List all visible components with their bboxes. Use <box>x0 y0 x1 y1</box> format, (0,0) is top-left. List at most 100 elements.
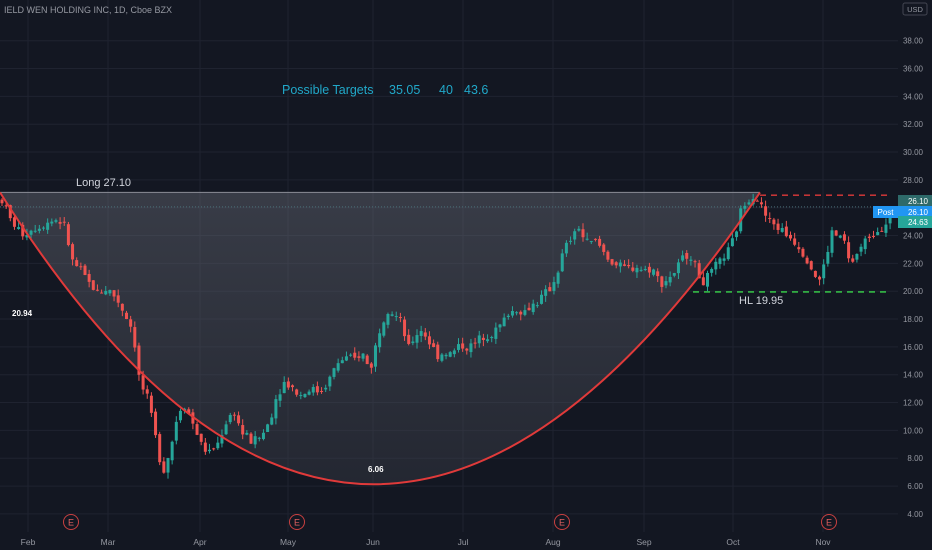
candle <box>374 342 377 372</box>
post-value: 26.10 <box>908 208 929 217</box>
candle-body <box>286 381 290 388</box>
candle <box>249 432 253 444</box>
candle-body <box>457 344 460 350</box>
candle-body <box>461 343 465 349</box>
earnings-marker-1[interactable]: E <box>63 514 79 530</box>
earnings-marker-2[interactable]: E <box>289 514 305 530</box>
candle-body <box>465 348 469 351</box>
bottom-price-label: 6.06 <box>368 465 384 474</box>
candle-body <box>95 289 99 291</box>
candle <box>548 282 552 292</box>
month-tick-label: Jul <box>458 537 469 547</box>
candle-body <box>411 341 415 344</box>
candle-body <box>54 220 58 222</box>
candle-body <box>12 217 16 227</box>
price-tick-label: 28.00 <box>903 176 924 185</box>
candle-body <box>324 387 328 390</box>
candle-body <box>855 253 859 260</box>
candle <box>212 447 216 451</box>
candle-body <box>697 263 701 279</box>
candle-body <box>112 290 116 297</box>
candle-body <box>145 389 149 394</box>
candle-body <box>170 441 174 461</box>
candle <box>440 352 444 363</box>
candle-body <box>382 322 386 336</box>
candle <box>668 271 672 287</box>
earnings-marker-3[interactable]: E <box>554 514 570 530</box>
price-tick-label: 34.00 <box>903 92 924 101</box>
post-price-tag: Post 26.10 <box>873 206 932 218</box>
candle-body <box>888 216 892 224</box>
candle-body <box>162 461 166 473</box>
candle <box>291 384 294 392</box>
candle <box>805 255 809 265</box>
candle <box>295 388 299 397</box>
candle-body <box>361 353 365 359</box>
candle <box>415 329 419 349</box>
candle <box>498 323 502 333</box>
candle <box>593 238 597 242</box>
candle <box>270 413 274 426</box>
candle-body <box>394 316 398 318</box>
earnings-marker-4[interactable]: E <box>821 514 837 530</box>
candle <box>710 267 714 277</box>
candle <box>772 217 776 230</box>
candle-body <box>664 281 668 286</box>
candle-body <box>232 414 236 416</box>
price-tag-1: 26.10 <box>898 195 932 207</box>
candle-body <box>100 292 104 294</box>
candle-body <box>531 303 535 313</box>
candle-body <box>398 317 402 319</box>
candle-body <box>116 295 120 303</box>
candle <box>91 280 95 291</box>
candle-body <box>776 223 780 230</box>
candle-body <box>340 360 344 364</box>
candle-body <box>237 415 241 424</box>
candle-body <box>336 363 340 371</box>
candle-body <box>573 231 577 240</box>
candle <box>577 225 581 232</box>
candle-body <box>241 425 245 435</box>
candle <box>266 423 270 432</box>
candle <box>569 236 573 245</box>
candle <box>286 377 290 390</box>
candle-body <box>863 238 867 250</box>
candle <box>656 268 660 283</box>
candle <box>320 387 324 394</box>
target-2: 40 <box>439 83 453 97</box>
candle-body <box>295 389 299 395</box>
candle <box>112 290 116 302</box>
candle-body <box>187 409 191 414</box>
candle-body <box>602 244 606 252</box>
candle <box>755 199 759 202</box>
candle-body <box>647 266 651 273</box>
candle-body <box>320 391 324 393</box>
candle <box>726 242 730 261</box>
candle <box>83 263 87 276</box>
candle <box>809 260 813 271</box>
candle-body <box>133 327 137 348</box>
candle <box>386 312 390 329</box>
candle <box>137 342 141 381</box>
candle-body <box>710 269 714 273</box>
time-axis[interactable]: Feb Mar Apr May Jun Jul Aug Sep Oct Nov <box>21 537 832 547</box>
candle <box>801 247 805 258</box>
candle <box>444 353 448 360</box>
candle <box>714 258 718 275</box>
candle-body <box>876 232 880 236</box>
candle-body <box>610 259 614 265</box>
candle-body <box>440 354 444 361</box>
candle-body <box>506 315 510 318</box>
candle-body <box>42 227 45 229</box>
candle-body <box>25 234 29 238</box>
candle <box>336 358 340 373</box>
candle-body <box>722 258 726 261</box>
price-axis[interactable] <box>898 0 932 550</box>
candle <box>535 301 539 308</box>
candle-body <box>652 269 656 275</box>
candle-body <box>444 354 448 357</box>
price-tick-label: 16.00 <box>903 343 924 352</box>
candle-body <box>477 335 481 344</box>
candle-body <box>706 272 709 287</box>
